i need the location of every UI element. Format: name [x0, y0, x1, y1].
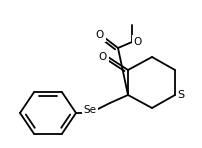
Text: S: S [177, 90, 184, 100]
Text: O: O [98, 52, 107, 62]
Text: O: O [95, 30, 104, 40]
Text: Se: Se [83, 105, 96, 115]
Text: O: O [133, 37, 141, 47]
